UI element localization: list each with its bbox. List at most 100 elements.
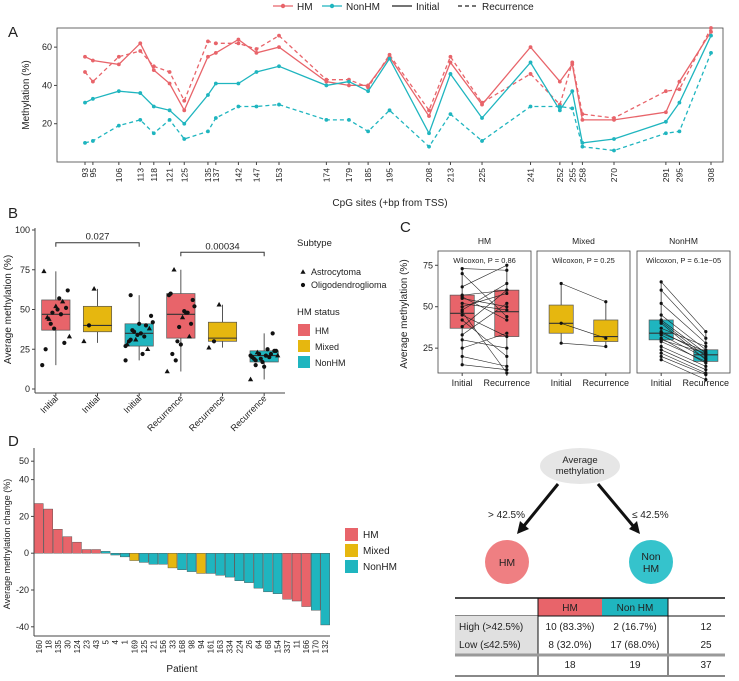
- pair-line: [462, 356, 507, 367]
- data-point: [83, 54, 87, 59]
- bar-132: [320, 553, 330, 626]
- data-point: [216, 301, 222, 307]
- data-point: [50, 310, 55, 315]
- pair-line: [461, 319, 508, 357]
- legend-subtype-title: Subtype: [297, 238, 332, 249]
- x-tick-label: 195: [385, 168, 395, 182]
- x-tick-label: 30: [63, 639, 72, 648]
- legend-nonhm-swatch: [298, 356, 310, 368]
- box: [548, 304, 574, 334]
- cell-hm: 10 (83.3%): [546, 622, 595, 633]
- data-point: [63, 305, 69, 311]
- y-tick-label: 50: [19, 456, 29, 466]
- pair-line: [462, 298, 507, 308]
- data-point: [427, 131, 431, 136]
- x-tick-label: 291: [661, 168, 671, 182]
- x-tick-label: 64: [254, 639, 263, 648]
- x-tick-label: Recurrence: [683, 378, 730, 388]
- data-point: [138, 331, 143, 336]
- data-point: [347, 117, 351, 122]
- pair-point: [659, 313, 663, 317]
- data-point: [256, 351, 262, 357]
- data-point: [182, 98, 187, 103]
- data-point: [167, 81, 172, 86]
- data-point: [57, 296, 62, 301]
- data-point: [267, 355, 272, 360]
- bar-30: [62, 536, 73, 554]
- data-point: [170, 351, 175, 357]
- legend-hm-swatch: [345, 528, 358, 541]
- bar-18: [43, 508, 53, 554]
- pair-point: [505, 334, 509, 339]
- x-tick-label: Initial: [651, 378, 672, 388]
- y-tick-label: 20: [19, 511, 29, 521]
- root-label: methylation: [556, 466, 605, 477]
- data-point: [167, 108, 172, 113]
- y-tick-label: 60: [42, 42, 52, 52]
- hm-leaf: [485, 540, 529, 584]
- x-tick-label: 258: [577, 168, 587, 182]
- hm-leaf-label: HM: [499, 557, 515, 569]
- legend-hm-label: HM: [363, 530, 379, 541]
- x-tick-label: 213: [445, 168, 455, 182]
- data-point: [167, 70, 172, 74]
- panel-label-d: D: [8, 433, 19, 450]
- x-tick-label: 11: [293, 639, 302, 648]
- x-tick-label: 142: [233, 168, 243, 182]
- data-point: [151, 68, 156, 73]
- pair-point: [460, 333, 464, 337]
- x-tick-label: 137: [211, 168, 221, 182]
- data-point: [366, 129, 371, 134]
- pair-point: [704, 359, 708, 363]
- x-tick-label: 95: [88, 168, 98, 178]
- legend-hm-swatch: [298, 324, 310, 336]
- pair-point: [460, 285, 464, 289]
- x-tick-label: 169: [130, 639, 139, 653]
- pair-point: [659, 358, 663, 362]
- data-point: [366, 85, 371, 90]
- legend-nonhm-label: NonHM: [363, 562, 397, 573]
- data-point: [168, 291, 173, 296]
- legend-mixed-label: Mixed: [315, 342, 339, 352]
- data-point: [263, 353, 268, 358]
- left-edge-label: > 42.5%: [488, 510, 525, 521]
- x-tick-label: Recurrence: [229, 393, 269, 433]
- data-point: [528, 72, 533, 76]
- legend-initial-label: Initial: [416, 2, 439, 13]
- y-axis-title: Average methylation (%): [3, 255, 14, 364]
- bar-94: [196, 553, 206, 574]
- data-point: [480, 100, 484, 105]
- pair-point: [460, 267, 464, 271]
- pair-point: [505, 354, 509, 359]
- data-point: [177, 324, 182, 330]
- data-point: [135, 332, 140, 338]
- data-point: [448, 60, 453, 65]
- pair-point: [559, 281, 563, 286]
- pair-line: [660, 281, 707, 332]
- data-point: [480, 116, 484, 120]
- x-tick-label: 185: [363, 168, 373, 182]
- data-point: [90, 79, 95, 84]
- data-point: [116, 54, 121, 59]
- pair-point: [604, 300, 608, 304]
- data-point: [677, 129, 682, 134]
- data-point: [277, 33, 281, 38]
- pair-point: [505, 346, 509, 350]
- pair-point: [659, 348, 663, 352]
- panel-d: -40 -20 0 20 40 50 Average methylation change …: [2, 448, 397, 675]
- data-point: [236, 81, 241, 86]
- x-tick-label: 125: [179, 168, 189, 182]
- data-point: [150, 320, 155, 325]
- header-hm-cell: [538, 598, 602, 616]
- pair-point: [460, 354, 464, 359]
- pair-point: [659, 351, 663, 355]
- right-arrow: [629, 521, 640, 534]
- x-tick-label: 174: [321, 168, 331, 182]
- pair-point: [559, 341, 563, 345]
- x-tick-label: 255: [567, 168, 577, 182]
- data-point: [175, 339, 180, 344]
- x-tick-label: 308: [706, 168, 716, 182]
- x-tick-label: 23: [83, 639, 92, 648]
- legend-hm-label: HM: [315, 326, 329, 336]
- pair-point: [505, 364, 509, 368]
